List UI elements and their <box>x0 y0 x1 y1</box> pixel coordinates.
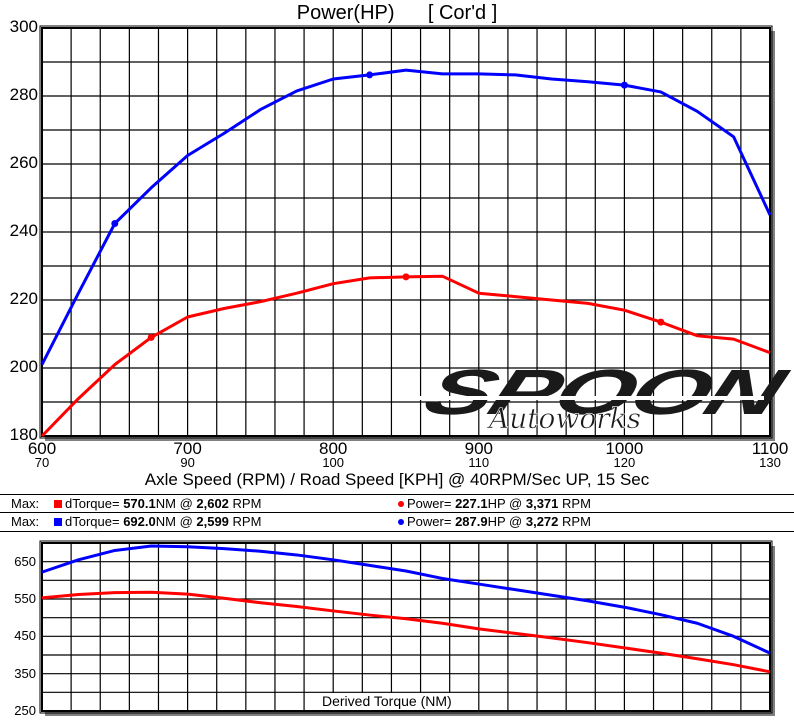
x-secondary-tick-label: 110 <box>468 455 490 470</box>
max-label: Max: <box>11 496 40 511</box>
y-tick-label: 260 <box>9 153 38 172</box>
torque-max-red: dTorque= 570.1NM @ 2,602 RPM <box>54 495 261 513</box>
torque-y-tick-label: 350 <box>14 665 36 681</box>
y-tick-label: 300 <box>9 17 38 36</box>
x-tick-label: 1000 120 <box>594 440 654 469</box>
max-row-red: Max: dTorque= 570.1NM @ 2,602 RPM Power=… <box>0 494 794 513</box>
torque-y-tick-label: 550 <box>14 591 36 606</box>
max-row-blue: Max: dTorque= 692.0NM @ 2,599 RPM Power=… <box>0 512 794 532</box>
blue-power-line <box>40 68 772 366</box>
x-tick-label: 700 90 <box>158 440 218 469</box>
x-tick-label: 600 70 <box>12 440 72 469</box>
svg-text:Autoworks: Autoworks <box>486 402 641 435</box>
torque-y-tick-label: 650 <box>14 553 36 569</box>
y-tick-label: 180 <box>9 425 38 444</box>
red-dot-icon <box>398 501 404 507</box>
torque-legend: Derived Torque (NM) <box>318 693 456 710</box>
x-tick-label: 800 100 <box>303 440 363 469</box>
blue-square-icon <box>54 518 62 526</box>
chart-title: Power(HP) [ Cor'd ] <box>296 2 498 24</box>
y-tick-label: 280 <box>9 85 38 104</box>
torque-y-tick-label: 450 <box>14 628 36 644</box>
svg-text:SPOON: SPOON <box>415 357 794 429</box>
x-secondary-tick-label: 130 <box>759 455 781 470</box>
power-max-red: Power= 227.1HP @ 3,371 RPM <box>398 495 591 513</box>
y-tick-label: 220 <box>9 289 38 308</box>
red-square-icon <box>54 500 62 508</box>
blue-dot-icon <box>398 519 404 525</box>
power-max-blue: Power= 287.9HP @ 3,272 RPM <box>398 513 591 531</box>
max-label: Max: <box>11 514 40 529</box>
torque-y-tick-label: 250 <box>14 703 36 718</box>
x-secondary-tick-label: 100 <box>322 455 345 470</box>
x-tick-label: 900 110 <box>449 440 509 469</box>
torque-max-blue: dTorque= 692.0NM @ 2,599 RPM <box>54 513 261 531</box>
x-tick-label: 1100 130 <box>740 440 794 469</box>
x-axis-title: Axle Speed (RPM) / Road Speed [KPH] @ 40… <box>144 470 650 489</box>
x-secondary-tick-label: 120 <box>613 455 636 470</box>
y-tick-label: 240 <box>9 221 38 240</box>
x-secondary-tick-label: 70 <box>34 455 50 470</box>
y-tick-label: 200 <box>9 357 38 376</box>
x-secondary-tick-label: 90 <box>180 455 195 470</box>
